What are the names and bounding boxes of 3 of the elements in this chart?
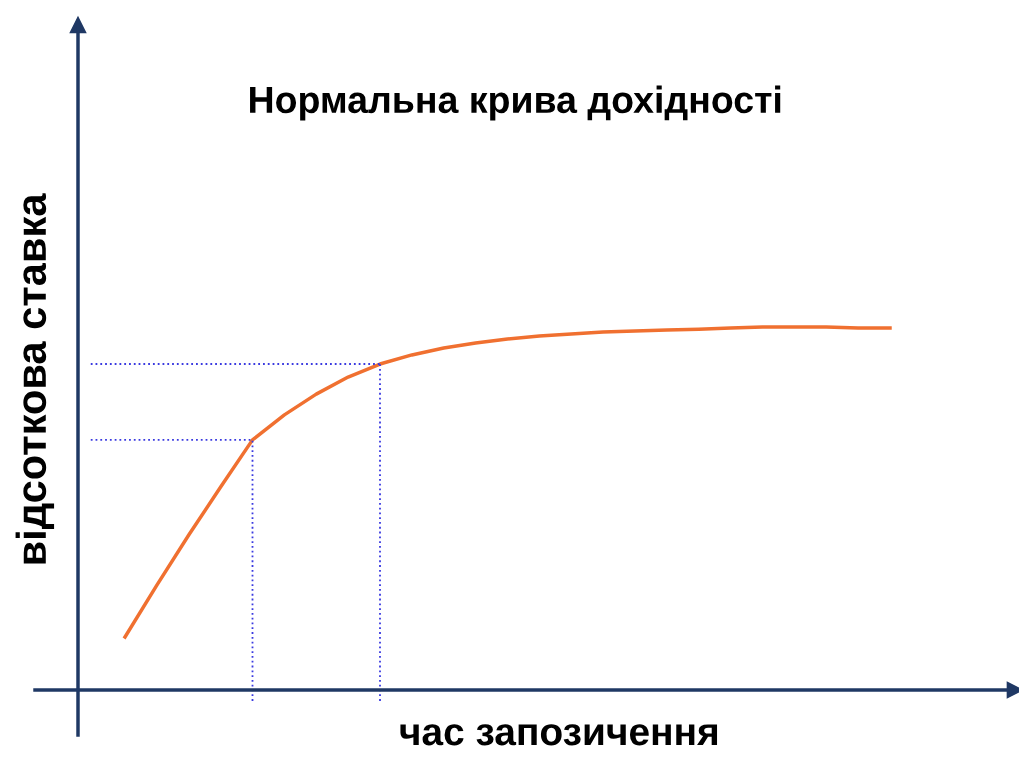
x-axis-title: час запозичення — [400, 724, 718, 746]
chart-title: Нормальна крива дохідності — [250, 85, 781, 121]
y-axis-title: відсоткова ставка — [15, 193, 55, 564]
